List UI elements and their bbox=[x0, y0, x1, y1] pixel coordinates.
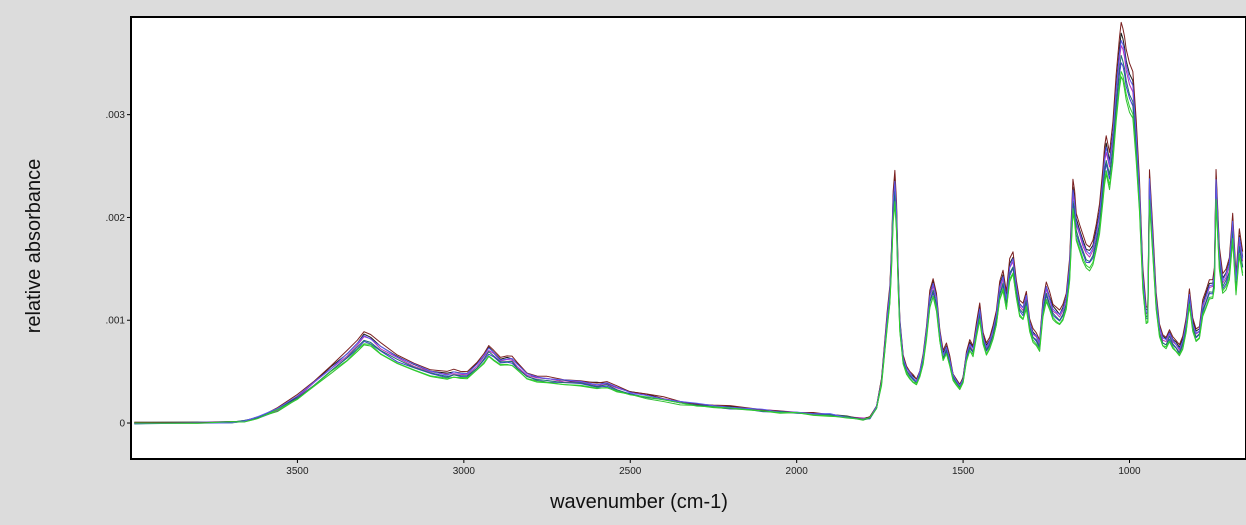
x-tick-label: 2000 bbox=[786, 466, 809, 477]
y-axis-title: relative absorbance bbox=[23, 159, 45, 334]
x-tick-label: 1000 bbox=[1118, 466, 1141, 477]
series-layer bbox=[134, 21, 1244, 425]
plot-area bbox=[130, 16, 1246, 460]
y-tick-label: 0 bbox=[119, 419, 125, 430]
spectrum-series-line bbox=[134, 71, 1244, 424]
y-tick-label: .002 bbox=[106, 213, 126, 224]
spectrum-series-line bbox=[134, 21, 1244, 424]
x-tick-label: 2500 bbox=[619, 466, 642, 477]
y-tick-label: .001 bbox=[106, 316, 126, 327]
x-tick-label: 3000 bbox=[453, 466, 476, 477]
y-tick-label: .003 bbox=[106, 110, 126, 121]
y-axis: 0 .001 .002 .003 bbox=[106, 110, 131, 430]
x-tick-label: 3500 bbox=[286, 466, 309, 477]
x-tick-label: 1500 bbox=[952, 466, 975, 477]
spectrum-series-line bbox=[134, 55, 1244, 425]
x-axis-title: wavenumber (cm-1) bbox=[549, 491, 728, 513]
x-axis: 3500 3000 2500 2000 1500 1000 bbox=[286, 459, 1141, 477]
spectrum-series-line bbox=[134, 39, 1244, 424]
